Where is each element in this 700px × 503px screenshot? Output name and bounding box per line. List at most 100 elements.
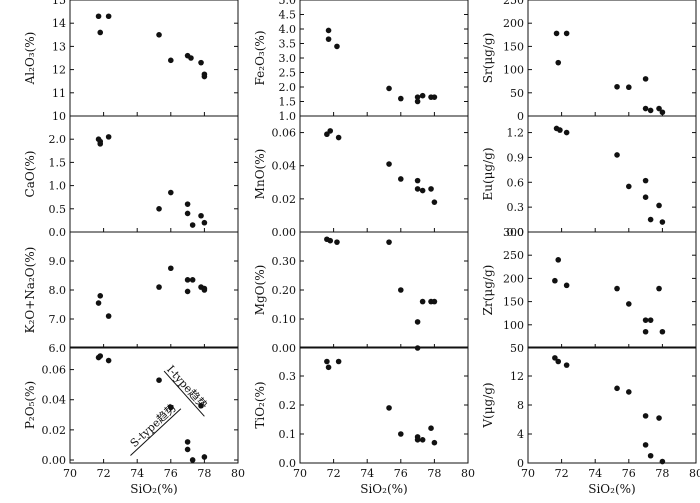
data-point	[414, 319, 421, 325]
panel-2: 1.01.5 2.02.5 3.03.5 4.04.5 5.0 Fe₂O₃(%)	[253, 0, 469, 123]
data-point	[168, 57, 174, 64]
data-point	[327, 128, 334, 134]
data-point	[555, 257, 562, 263]
y-tick-label: 0.06	[42, 364, 67, 377]
data-point	[184, 210, 191, 217]
data-point	[431, 94, 438, 100]
x-tick-label: 78	[655, 467, 669, 480]
data-point	[184, 288, 191, 295]
data-point	[156, 284, 162, 290]
y-tick-label: 300	[503, 226, 524, 239]
data-point	[334, 43, 340, 50]
data-point	[555, 358, 562, 365]
y-tick-label: 0.04	[272, 160, 297, 173]
data-point	[642, 194, 649, 200]
y-tick-label: 6.0	[49, 342, 67, 355]
y-tick-label: 100	[503, 64, 524, 77]
y-axis-label: MgO(%)	[253, 265, 267, 316]
data-point	[325, 36, 332, 42]
data-point	[398, 95, 404, 102]
x-axis-label: SiO₂(%)	[588, 482, 635, 496]
x-tick-label: 80	[689, 467, 700, 480]
panel-8: 0.00 0.10 0.20 0.30 MgO(%)	[253, 231, 469, 355]
data-point	[419, 437, 426, 443]
y-tick-label: 5.0	[279, 0, 297, 7]
y-axis-label: Sr(μg/g)	[481, 33, 495, 84]
data-point	[201, 73, 208, 80]
y-tick-label: 12	[52, 64, 66, 77]
y-axis-label: Eu(μg/g)	[481, 147, 495, 200]
panel-frame	[527, 0, 697, 117]
y-tick-label: 3.0	[279, 52, 297, 65]
data-point	[647, 216, 654, 223]
y-tick-label: 0.06	[272, 127, 297, 140]
data-point	[659, 458, 666, 465]
panel-5: 0.00 0.02 0.04 0.06 MnO(%)	[253, 115, 469, 239]
data-point	[656, 415, 662, 421]
y-tick-label: 0.3	[279, 370, 297, 383]
data-point	[563, 282, 570, 289]
x-tick-label: 78	[427, 467, 441, 480]
y-tick-label: 0.00	[272, 342, 297, 355]
data-point	[201, 219, 208, 226]
x-tick-label: 78	[197, 467, 211, 480]
panel-11: 0.0 0.1 0.2 0.3 70 72 74 76 78 80 TiO₂(%) SiO₂(%)	[253, 346, 475, 496]
data-point	[656, 285, 662, 292]
data-point	[201, 287, 208, 293]
y-axis-label: Fe₂O₃(%)	[253, 31, 267, 86]
data-point	[614, 83, 620, 90]
y-tick-label: 200	[503, 17, 524, 30]
y-tick-label: 0.02	[272, 193, 297, 206]
data-point	[386, 85, 392, 92]
x-tick-label: 74	[130, 467, 144, 480]
trend-line	[163, 370, 205, 417]
y-tick-label: 3.5	[279, 38, 297, 51]
y-tick-label: 0.04	[42, 394, 67, 407]
data-point	[156, 206, 162, 212]
data-point	[614, 385, 620, 392]
data-point	[552, 355, 558, 361]
data-point	[626, 84, 632, 91]
data-point	[414, 345, 421, 351]
trend-label: S-type趋势	[128, 401, 179, 450]
y-tick-label: 0.02	[42, 424, 67, 437]
panel-frame	[299, 346, 469, 464]
x-tick-label: 74	[588, 467, 602, 480]
data-point	[642, 76, 649, 82]
y-tick-label: 1.5	[49, 156, 67, 169]
data-point	[414, 437, 421, 443]
y-axis-label: V(μg/g)	[481, 382, 495, 428]
data-point	[557, 127, 563, 133]
y-tick-label: 0.2	[279, 399, 297, 412]
x-axis-label: SiO₂(%)	[130, 482, 177, 496]
data-point	[105, 13, 112, 20]
data-point	[184, 201, 191, 207]
y-tick-label: 0.0	[507, 226, 525, 239]
data-point	[647, 107, 654, 114]
data-point	[189, 277, 196, 283]
data-point	[168, 265, 174, 272]
y-tick-label: 12	[510, 370, 524, 383]
y-axis-label: K₂O+Na₂O(%)	[23, 247, 37, 334]
data-point	[184, 446, 191, 453]
x-tick-label: 70	[521, 467, 535, 480]
data-point	[105, 313, 112, 319]
data-point	[325, 364, 332, 371]
data-point	[419, 187, 426, 194]
data-point	[335, 358, 342, 365]
y-tick-label: 0.5	[49, 203, 67, 216]
trend-line	[130, 408, 182, 456]
y-tick-label: 2.0	[49, 133, 67, 146]
data-point	[95, 13, 102, 20]
y-tick-label: 8.0	[49, 284, 67, 297]
data-point	[642, 442, 649, 448]
x-tick-label: 72	[555, 467, 569, 480]
data-point	[334, 239, 340, 245]
y-tick-label: 0.1	[279, 428, 297, 441]
panel-1: 10 11 12 13 14 15 Al₂O₃(%)	[23, 0, 239, 123]
data-point	[414, 94, 421, 100]
data-point	[398, 431, 404, 437]
panel-10: 0.00 0.02 0.04 0.06 70 72 74 76 78 80 P₂O₅(%) SiO₂(…	[23, 346, 245, 496]
data-point	[327, 237, 334, 244]
